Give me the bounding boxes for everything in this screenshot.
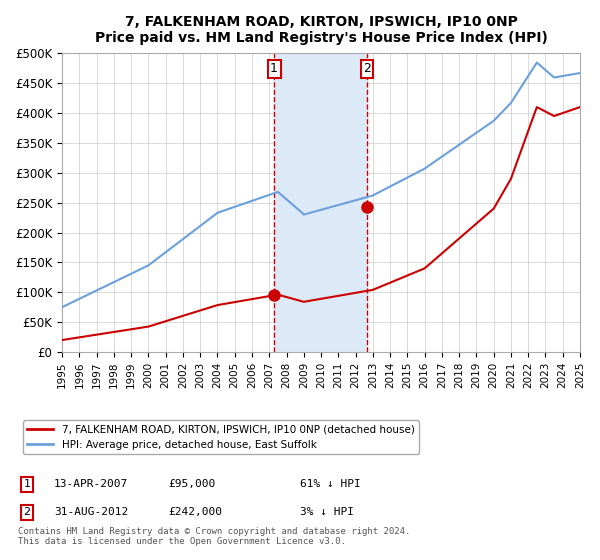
Title: 7, FALKENHAM ROAD, KIRTON, IPSWICH, IP10 0NP
Price paid vs. HM Land Registry's H: 7, FALKENHAM ROAD, KIRTON, IPSWICH, IP10… (95, 15, 547, 45)
Bar (274, 53, 367, 352)
Text: 31-AUG-2012: 31-AUG-2012 (54, 507, 128, 517)
Text: 1: 1 (270, 62, 278, 75)
Text: 1: 1 (23, 479, 31, 489)
Text: 13-APR-2007: 13-APR-2007 (54, 479, 128, 489)
Text: 3% ↓ HPI: 3% ↓ HPI (300, 507, 354, 517)
Text: £242,000: £242,000 (168, 507, 222, 517)
Text: £95,000: £95,000 (168, 479, 215, 489)
Legend: 7, FALKENHAM ROAD, KIRTON, IPSWICH, IP10 0NP (detached house), HPI: Average pric: 7, FALKENHAM ROAD, KIRTON, IPSWICH, IP10… (23, 421, 419, 454)
Text: 61% ↓ HPI: 61% ↓ HPI (300, 479, 361, 489)
Text: 2: 2 (363, 62, 371, 75)
Text: 2: 2 (23, 507, 31, 517)
Text: Contains HM Land Registry data © Crown copyright and database right 2024.
This d: Contains HM Land Registry data © Crown c… (18, 526, 410, 546)
